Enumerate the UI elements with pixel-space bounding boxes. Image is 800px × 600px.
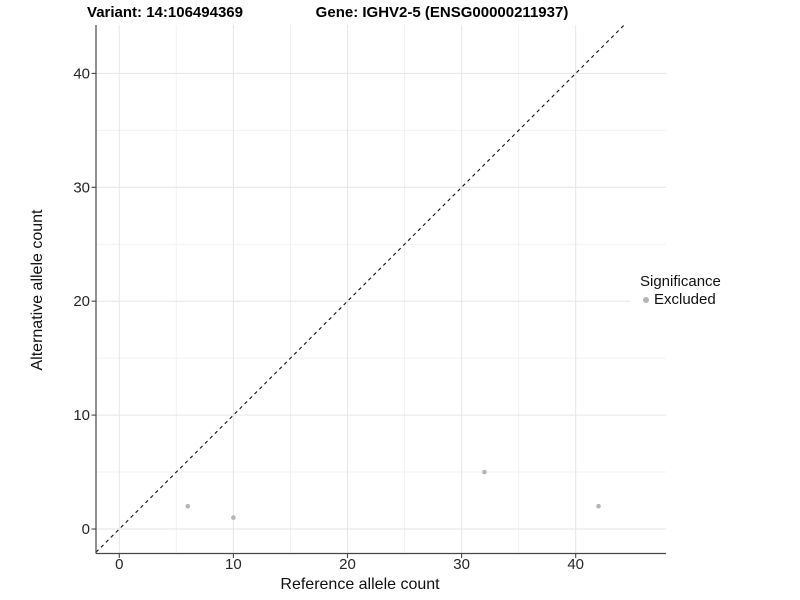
y-axis-title: Alternative allele count [29,209,46,371]
x-axis-title: Reference allele count [280,576,440,593]
identity-dashed-line [95,24,625,553]
excluded-point-icon [643,297,649,303]
x-tick-label: 20 [339,556,356,573]
data-point [231,515,236,520]
y-tick-label: 0 [82,521,90,538]
x-tick-label: 40 [567,556,584,573]
y-tick-label: 30 [73,179,90,196]
data-point [596,503,601,509]
y-tick-label: 10 [73,407,90,424]
y-tick-label: 40 [73,65,90,82]
data-point [185,503,191,509]
legend-title: Significance [640,273,721,290]
y-tick-label: 20 [73,293,90,310]
plot-title-variant: Variant: 14:106494369 [87,4,243,21]
legend-entry-label: Excluded [654,291,716,308]
x-tick-label: 30 [453,556,470,573]
x-tick-label: 10 [225,556,242,573]
data-point [482,469,487,475]
legend: Significance Excluded [630,269,727,313]
plot-title-gene: Gene: IGHV2-5 (ENSG00000211937) [315,4,569,21]
x-tick-label: 0 [115,556,123,573]
legend-entry-excluded: Excluded [640,291,721,309]
